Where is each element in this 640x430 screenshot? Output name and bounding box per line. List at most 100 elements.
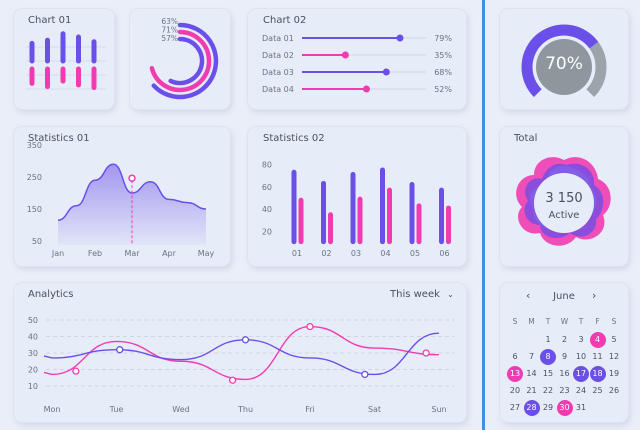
analytics-ytick: 10: [28, 382, 38, 391]
calendar-day[interactable]: 21: [526, 386, 537, 395]
calendar-weekday: S: [611, 317, 617, 326]
ring-label: 57%: [161, 34, 178, 43]
analytics-title: Analytics: [28, 289, 74, 300]
stats01-xtick: May: [198, 249, 215, 258]
stats02-ytick: 80: [262, 160, 272, 169]
stats02-ytick: 20: [262, 228, 272, 237]
analytics-ytick: 50: [28, 316, 38, 325]
calendar-day[interactable]: 24: [575, 386, 587, 395]
stats01-title: Statistics 01: [28, 133, 90, 144]
total-title: Total: [514, 133, 538, 144]
analytics-point: [361, 370, 369, 379]
calendar-day[interactable]: 31: [575, 403, 587, 412]
stats02-ytick: 60: [262, 183, 272, 192]
calendar-day[interactable]: 4: [589, 332, 606, 348]
calendar-day[interactable]: 28: [523, 400, 540, 416]
chart02-row-value: 68%: [434, 68, 452, 77]
analytics-xtick: Wed: [172, 405, 189, 414]
calendar-day[interactable]: 20: [509, 386, 521, 395]
calendar-day[interactable]: 9: [561, 352, 568, 361]
calendar-day[interactable]: 6: [512, 352, 518, 361]
chart02-row-label: Data 01: [262, 34, 294, 43]
total-caption: Active: [548, 210, 580, 221]
chart02-row-value: 52%: [434, 85, 452, 94]
calendar-day[interactable]: 25: [592, 386, 603, 395]
calendar-day[interactable]: 11: [592, 352, 603, 361]
range-dropdown[interactable]: This week ⌄: [390, 289, 454, 300]
chart02-knob: [362, 85, 370, 93]
rings-chart: 63%71%57%: [149, 17, 219, 100]
calendar-day[interactable]: 19: [608, 369, 620, 378]
chart02-row-label: Data 04: [262, 85, 294, 94]
analytics-ytick: 20: [28, 366, 38, 375]
calendar-day[interactable]: 29: [542, 403, 554, 412]
chevron-down-icon: ⌄: [447, 290, 454, 299]
total-value: 3 150: [545, 191, 583, 206]
ring-label: 71%: [161, 26, 178, 35]
analytics-xtick: Tue: [109, 405, 124, 414]
stats01-ytick: 250: [27, 173, 42, 182]
stats01-xtick: Mar: [124, 249, 140, 258]
analytics-xtick: Sun: [431, 405, 446, 414]
stats01-xtick: Jan: [51, 249, 64, 258]
calendar-day[interactable]: 8: [540, 349, 556, 365]
calendar-day[interactable]: 1: [545, 335, 551, 344]
ring-arc: [151, 22, 219, 100]
chart02-title: Chart 02: [263, 15, 307, 26]
stats02-card: Statistics 02 80 60 40 20 01 02 03 04 05 06: [248, 127, 466, 266]
calendar-day[interactable]: 14: [526, 369, 537, 378]
stats01-area-chart: 350 250 150 50 Jan Feb Mar Apr May: [27, 141, 215, 258]
analytics-point: [422, 349, 430, 357]
stats02-xtick: 01: [292, 249, 302, 258]
calendar-weekday: F: [595, 317, 600, 326]
stats02-xtick: 03: [351, 249, 361, 258]
calendar-day[interactable]: 7: [528, 352, 535, 361]
calendar-day[interactable]: 22: [542, 386, 554, 395]
calendar-day[interactable]: 27: [509, 403, 521, 412]
calendar-day[interactable]: 2: [561, 335, 568, 344]
calendar-day[interactable]: 15: [542, 369, 554, 378]
calendar-day[interactable]: 18: [589, 366, 606, 382]
total-blob: [516, 157, 611, 246]
gauge-arc: [586, 42, 607, 98]
analytics-point: [228, 376, 237, 384]
calendar-day[interactable]: 16: [559, 369, 570, 378]
stats01-ytick: 350: [27, 141, 42, 150]
calendar-day[interactable]: 13: [507, 366, 523, 382]
next-month-button[interactable]: ›: [592, 289, 597, 302]
chart02-sliders: Data 01 79% Data 02 35% Data 03 68% Data 04 52%: [262, 34, 452, 94]
calendar-day[interactable]: 17: [573, 366, 589, 382]
stats01-xtick: Apr: [162, 249, 177, 258]
calendar-day[interactable]: 10: [575, 352, 587, 361]
total-card: Total 3 150 Active: [500, 127, 628, 266]
analytics-point: [116, 346, 124, 354]
calendar-day[interactable]: 26: [608, 386, 620, 395]
stats01-ytick: 50: [32, 237, 42, 246]
calendar-day[interactable]: 3: [578, 335, 584, 344]
chart02-knob: [341, 51, 349, 59]
chart02-knob: [396, 34, 404, 42]
chart02-row-value: 35%: [434, 51, 452, 60]
stats02-ytick: 40: [262, 205, 272, 214]
analytics-point: [241, 336, 250, 344]
calendar-day[interactable]: 5: [611, 335, 617, 344]
calendar-day[interactable]: 23: [559, 386, 570, 395]
calendar-weekday: M: [528, 317, 535, 326]
analytics-xtick: Sat: [368, 405, 381, 414]
analytics-card: Analytics This week ⌄ 50 40 30 20 10 Mon Tue We…: [14, 283, 466, 422]
analytics-point: [72, 367, 80, 375]
chart02-row-value: 79%: [434, 34, 452, 43]
divider-line: [482, 0, 485, 430]
stats02-xtick: 05: [410, 249, 420, 258]
calendar-day[interactable]: 30: [556, 400, 573, 416]
chart02-card: Chart 02 Data 01 79% Data 02 35% Data 03 68% D…: [248, 9, 466, 109]
ring-arc: [149, 29, 212, 93]
calendar-card: ‹ June › S M T W T F S 1 2 3 4 5 6 7 8 9 10 11 12 13 14 15 16 1…: [500, 283, 628, 422]
calendar-weekday: T: [578, 317, 584, 326]
range-dropdown-label: This week: [390, 289, 440, 300]
stats01-area: [58, 164, 206, 245]
calendar-day[interactable]: 12: [608, 352, 620, 361]
ring-arc: [168, 36, 205, 86]
prev-month-button[interactable]: ‹: [526, 289, 531, 302]
chart02-row-label: Data 02: [262, 51, 294, 60]
